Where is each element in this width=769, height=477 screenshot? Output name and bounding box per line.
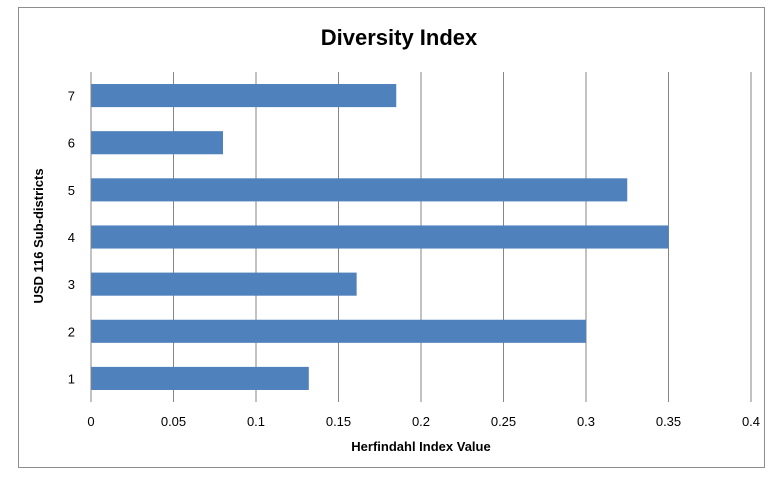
x-axis-title: Herfindahl Index Value <box>351 439 490 454</box>
x-tick-label: 0.4 <box>742 414 760 429</box>
bar-subdistrict-5 <box>91 178 628 202</box>
x-tick-label: 0 <box>87 414 94 429</box>
x-tick-label: 0.3 <box>577 414 595 429</box>
y-tick-label: 5 <box>68 183 75 198</box>
bar-subdistrict-7 <box>91 84 397 108</box>
x-tick-label: 0.1 <box>247 414 265 429</box>
x-tick-label: 0.35 <box>656 414 681 429</box>
y-tick-label: 2 <box>68 324 75 339</box>
x-tick-labels: 0 0.05 0.1 0.15 0.2 0.25 0.3 0.35 0.4 <box>87 414 760 429</box>
y-tick-label: 3 <box>68 277 75 292</box>
bars <box>91 84 669 390</box>
y-tick-labels: 1 2 3 4 5 6 7 <box>68 89 75 387</box>
chart-title: Diversity Index <box>321 25 478 50</box>
y-axis-title: USD 116 Sub-districts <box>31 168 46 303</box>
y-tick-label: 4 <box>68 230 75 245</box>
y-tick-label: 6 <box>68 136 75 151</box>
bar-subdistrict-6 <box>91 131 223 155</box>
y-tick-label: 1 <box>68 371 75 386</box>
y-tick-label: 7 <box>68 89 75 104</box>
bar-subdistrict-3 <box>91 272 357 296</box>
x-tick-label: 0.25 <box>491 414 516 429</box>
x-tick-label: 0.05 <box>161 414 186 429</box>
x-tick-label: 0.15 <box>326 414 351 429</box>
x-tick-label: 0.2 <box>412 414 430 429</box>
bar-subdistrict-2 <box>91 319 586 343</box>
bar-subdistrict-1 <box>91 366 309 390</box>
bar-subdistrict-4 <box>91 225 669 249</box>
